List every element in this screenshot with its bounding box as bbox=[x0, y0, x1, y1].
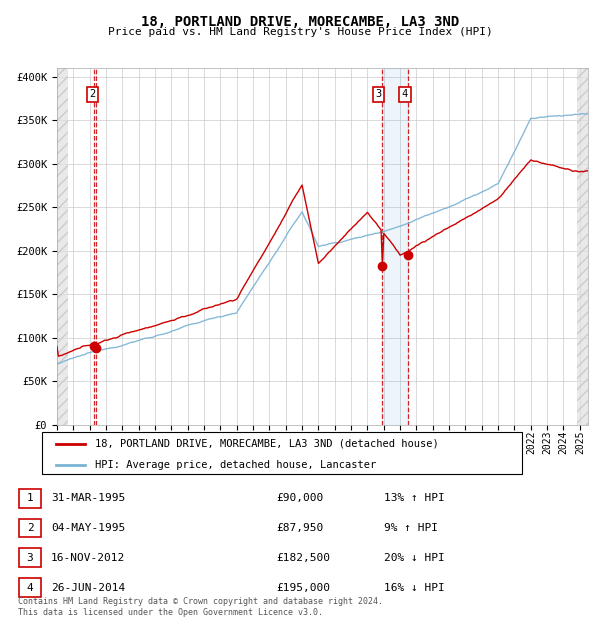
Bar bbox=[577, 68, 588, 425]
FancyBboxPatch shape bbox=[19, 518, 41, 538]
Text: 13% ↑ HPI: 13% ↑ HPI bbox=[384, 494, 445, 503]
Text: 4: 4 bbox=[26, 583, 34, 593]
FancyBboxPatch shape bbox=[42, 432, 522, 474]
FancyBboxPatch shape bbox=[19, 548, 41, 567]
Text: 3: 3 bbox=[376, 89, 382, 99]
Text: £90,000: £90,000 bbox=[276, 494, 323, 503]
Bar bbox=[57, 68, 68, 425]
Text: 1: 1 bbox=[26, 494, 34, 503]
Text: 18, PORTLAND DRIVE, MORECAMBE, LA3 3ND (detached house): 18, PORTLAND DRIVE, MORECAMBE, LA3 3ND (… bbox=[95, 439, 439, 449]
Text: 18, PORTLAND DRIVE, MORECAMBE, LA3 3ND: 18, PORTLAND DRIVE, MORECAMBE, LA3 3ND bbox=[141, 16, 459, 30]
Text: £182,500: £182,500 bbox=[276, 553, 330, 563]
Text: 4: 4 bbox=[402, 89, 408, 99]
Text: 9% ↑ HPI: 9% ↑ HPI bbox=[384, 523, 438, 533]
FancyBboxPatch shape bbox=[19, 578, 41, 597]
Text: Contains HM Land Registry data © Crown copyright and database right 2024.
This d: Contains HM Land Registry data © Crown c… bbox=[18, 598, 383, 617]
Bar bbox=[382, 68, 408, 425]
Text: 04-MAY-1995: 04-MAY-1995 bbox=[51, 523, 125, 533]
Text: Price paid vs. HM Land Registry's House Price Index (HPI): Price paid vs. HM Land Registry's House … bbox=[107, 27, 493, 37]
Text: HPI: Average price, detached house, Lancaster: HPI: Average price, detached house, Lanc… bbox=[95, 460, 376, 470]
Text: 26-JUN-2014: 26-JUN-2014 bbox=[51, 583, 125, 593]
Text: £87,950: £87,950 bbox=[276, 523, 323, 533]
Text: 31-MAR-1995: 31-MAR-1995 bbox=[51, 494, 125, 503]
Text: 16-NOV-2012: 16-NOV-2012 bbox=[51, 553, 125, 563]
Text: 2: 2 bbox=[89, 89, 95, 99]
FancyBboxPatch shape bbox=[19, 489, 41, 508]
Text: 16% ↓ HPI: 16% ↓ HPI bbox=[384, 583, 445, 593]
Text: 2: 2 bbox=[26, 523, 34, 533]
Text: 3: 3 bbox=[26, 553, 34, 563]
Text: 20% ↓ HPI: 20% ↓ HPI bbox=[384, 553, 445, 563]
Text: £195,000: £195,000 bbox=[276, 583, 330, 593]
